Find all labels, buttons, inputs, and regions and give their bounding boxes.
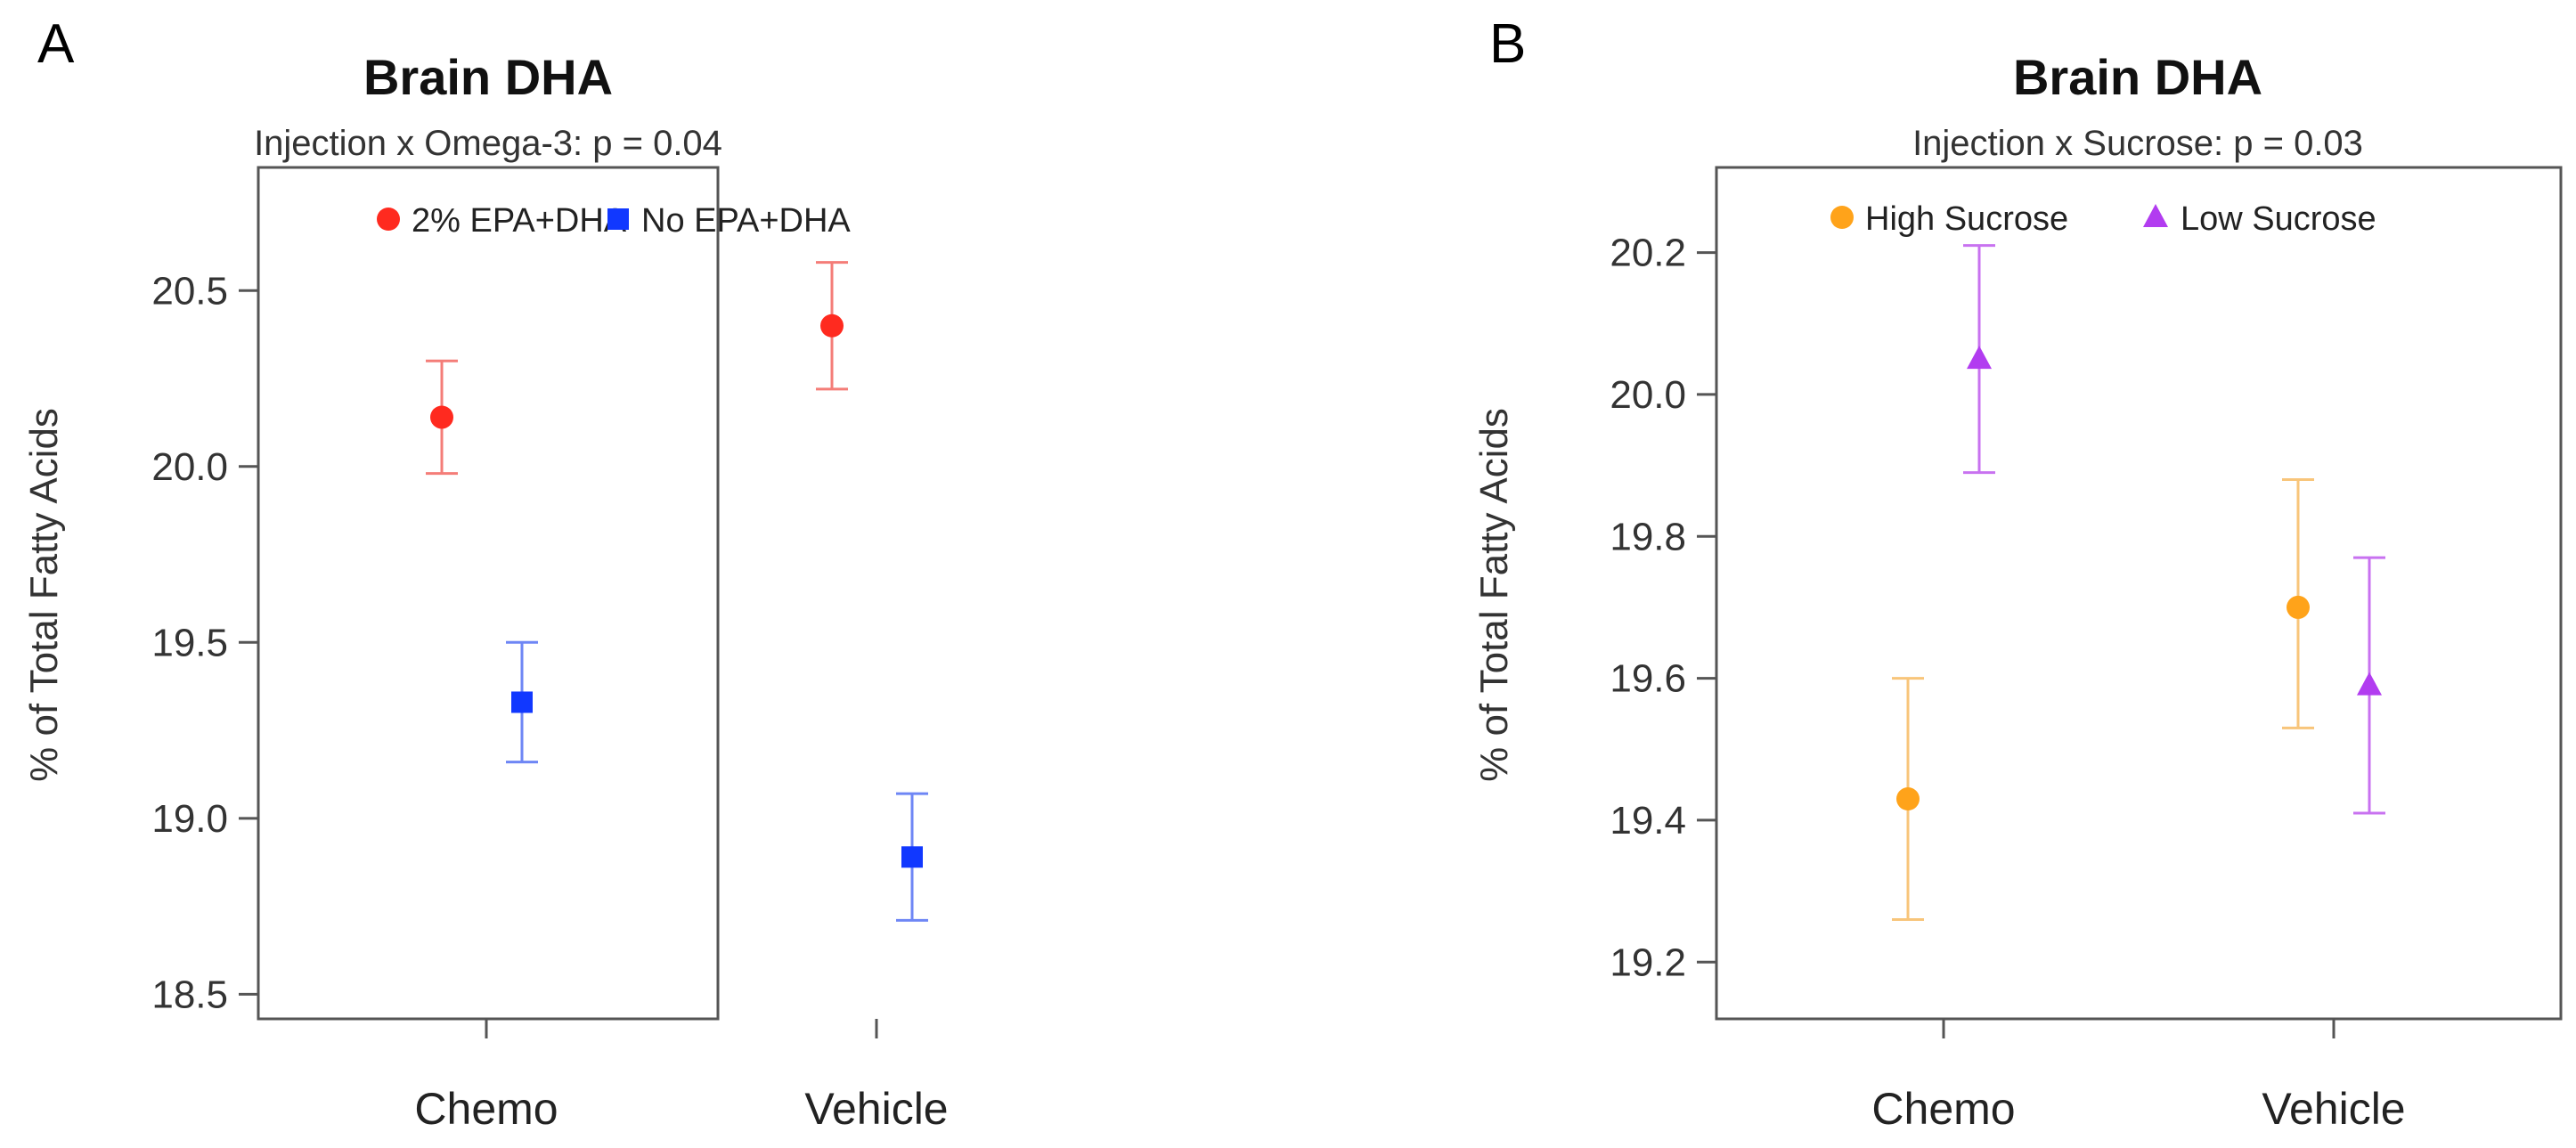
- y-axis-label: % of Total Fatty Acids: [22, 408, 66, 782]
- y-tick-label: 20.0: [151, 445, 228, 489]
- y-tick-label: 20.2: [1610, 232, 1686, 275]
- data-marks: [1892, 244, 2385, 921]
- x-tick-label: Vehicle: [2262, 1084, 2405, 1134]
- legend-marker: [607, 208, 629, 230]
- y-tick-label: 19.4: [1610, 799, 1686, 843]
- legend: 2% EPA+DHA No EPA+DHA: [377, 202, 851, 240]
- x-axis: Chemo Vehicle: [1871, 1019, 2406, 1134]
- y-tick-label: 19.8: [1610, 515, 1686, 558]
- y-tick-label: 20.5: [151, 269, 228, 313]
- x-tick-label: Chemo: [1871, 1084, 2015, 1134]
- chart-title: Brain DHA: [2013, 49, 2262, 105]
- data-point: [2287, 595, 2310, 619]
- chart-title: Brain DHA: [363, 49, 613, 105]
- legend-entry: 2% EPA+DHA: [412, 202, 627, 240]
- legend-entry: No EPA+DHA: [641, 202, 851, 240]
- data-point: [430, 405, 453, 429]
- y-tick-label: 19.5: [151, 621, 228, 664]
- data-point: [901, 846, 923, 868]
- y-tick-label: 19.0: [151, 797, 228, 841]
- y-tick-label: 19.2: [1610, 940, 1686, 984]
- plot-frame: [1715, 166, 2563, 1021]
- data-point: [820, 313, 844, 338]
- data-marks: [426, 261, 928, 922]
- panel-b: B Brain DHA Injection x Sucrose: p = 0.0…: [1472, 13, 2563, 1134]
- y-tick-label: 20.0: [1610, 373, 1686, 417]
- data-point: [1896, 787, 1920, 811]
- plot-frame: [257, 166, 720, 1021]
- data-point: [1967, 346, 1992, 370]
- legend: High Sucrose Low Sucrose: [1830, 200, 2376, 238]
- y-axis: 18.5 19.0 19.5 20.0 20.5: [151, 269, 258, 1016]
- legend-marker: [1830, 206, 1854, 229]
- legend-marker: [377, 208, 400, 231]
- y-axis: 19.2 19.4 19.6 19.8 20.0 20.2: [1610, 232, 1716, 984]
- data-point: [511, 691, 533, 713]
- y-axis-label: % of Total Fatty Acids: [1472, 408, 1516, 782]
- legend-marker: [2143, 204, 2168, 227]
- chart-subtitle: Injection x Omega-3: p = 0.04: [254, 124, 722, 163]
- chart-subtitle: Injection x Sucrose: p = 0.03: [1912, 124, 2363, 163]
- panel-label: B: [1489, 13, 1526, 75]
- panel-a: A Brain DHA Injection x Omega-3: p = 0.0…: [22, 13, 949, 1134]
- y-tick-label: 19.6: [1610, 657, 1686, 701]
- legend-entry: High Sucrose: [1865, 200, 2068, 238]
- x-tick-label: Chemo: [414, 1084, 558, 1134]
- panel-label: A: [37, 13, 75, 75]
- y-tick-label: 18.5: [151, 973, 228, 1016]
- legend-entry: Low Sucrose: [2181, 200, 2376, 238]
- x-tick-label: Vehicle: [804, 1084, 948, 1134]
- x-axis: Chemo Vehicle: [414, 1019, 949, 1134]
- data-point: [2357, 672, 2382, 696]
